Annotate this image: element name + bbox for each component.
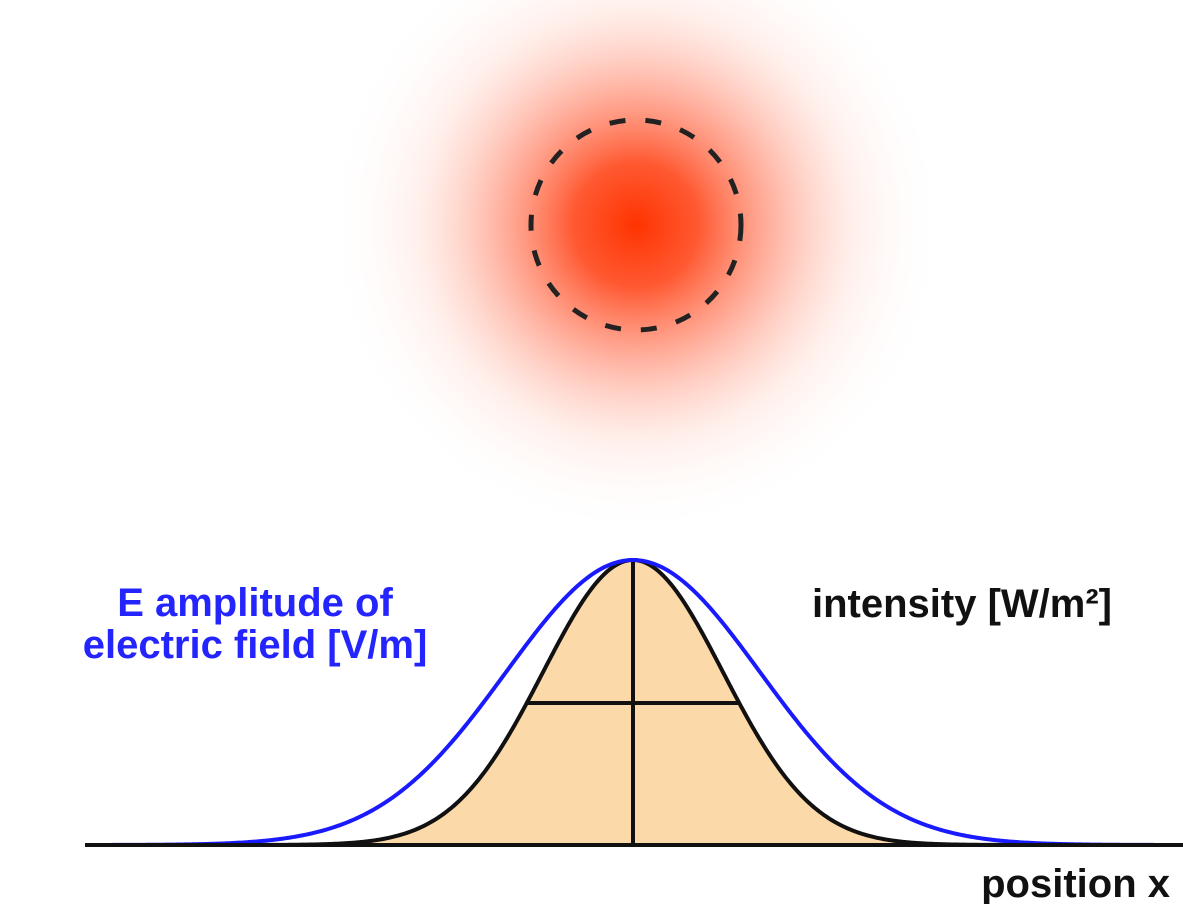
position-label: position x bbox=[981, 862, 1170, 904]
beam-spot bbox=[326, 0, 946, 535]
field-label: electric field [V/m] bbox=[83, 623, 428, 667]
diagram: E amplitude of electric field [V/m] inte… bbox=[0, 0, 1183, 904]
page: E amplitude of electric field [V/m] inte… bbox=[0, 0, 1183, 904]
intensity-label: intensity [W/m²] bbox=[812, 582, 1112, 626]
field-label: E amplitude of bbox=[117, 581, 393, 625]
